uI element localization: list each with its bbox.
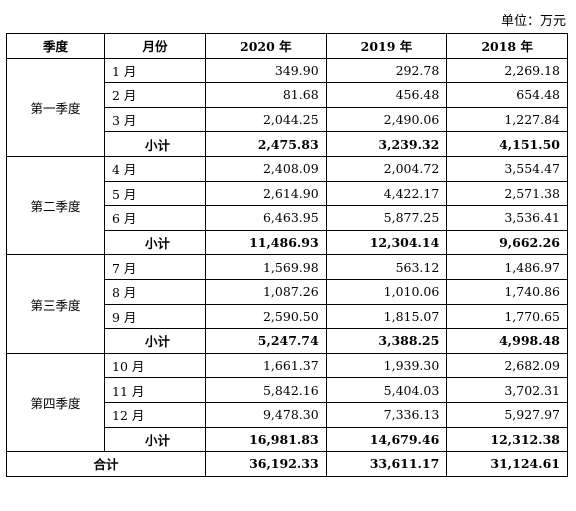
subtotal-2020: 2,475.83: [205, 131, 327, 157]
value-2019: 563.12: [325, 254, 448, 280]
month-label: 2 月: [104, 82, 206, 108]
month-label: 10 月: [104, 352, 206, 379]
value-2019: 7,336.13: [325, 401, 448, 428]
value-2018: 1,227.84: [446, 106, 568, 133]
table-row: 12 月 9,478.30 7,336.13 5,927.97: [7, 401, 568, 428]
subtotal-label: 小计: [104, 426, 206, 453]
value-2018: 1,486.97: [446, 254, 568, 280]
subtotal-2020: 11,486.93: [205, 229, 327, 256]
value-2018: 3,536.41: [446, 205, 568, 231]
total-label: 合计: [6, 451, 206, 477]
subtotal-row: 小计 11,486.93 12,304.14 9,662.26: [7, 229, 568, 256]
value-2019: 456.48: [325, 82, 448, 108]
month-label: 12 月: [104, 401, 206, 428]
table-row: 6 月 6,463.95 5,877.25 3,536.41: [7, 205, 568, 231]
subtotal-label: 小计: [104, 229, 206, 256]
value-2020: 2,590.50: [205, 303, 327, 330]
value-2019: 1,939.30: [325, 352, 448, 379]
quarter-label: 第三季度: [6, 254, 105, 354]
table-row: 第三季度 7 月 1,569.98 563.12 1,486.97: [6, 254, 568, 354]
value-2018: 1,770.65: [446, 303, 568, 330]
value-2018: 1,740.86: [446, 278, 568, 305]
subtotal-row: 小计 16,981.83 14,679.46 12,312.38: [7, 426, 568, 453]
header-month: 月份: [104, 33, 206, 59]
total-row: 合计 36,192.33 33,611.17 31,124.61: [6, 451, 568, 477]
table-row: 3 月 2,044.25 2,490.06 1,227.84: [7, 106, 568, 133]
quarter-label: 第二季度: [6, 155, 105, 256]
month-label: 1 月: [104, 57, 206, 84]
quarter-label: 第一季度: [6, 57, 105, 157]
total-2018: 31,124.61: [446, 451, 568, 477]
subtotal-2018: 4,151.50: [446, 131, 568, 157]
month-label: 6 月: [104, 205, 206, 231]
month-label: 7 月: [104, 254, 206, 280]
month-label: 11 月: [104, 377, 206, 403]
value-2020: 5,842.16: [205, 377, 327, 403]
table-row: 2 月 81.68 456.48 654.48: [7, 82, 568, 108]
value-2020: 9,478.30: [205, 401, 327, 428]
value-2019: 2,004.72: [325, 155, 448, 182]
table-row: 9 月 2,590.50 1,815.07 1,770.65: [7, 303, 568, 330]
subtotal-2018: 12,312.38: [446, 426, 568, 453]
value-2020: 1,569.98: [205, 254, 327, 280]
subtotal-2020: 16,981.83: [205, 426, 327, 453]
table-row: 第一季度 1 月 349.90 292.78 2,269.18: [6, 57, 568, 157]
value-2019: 292.78: [325, 57, 448, 84]
subtotal-row: 小计 2,475.83 3,239.32 4,151.50: [7, 131, 568, 157]
table-row: 第二季度 4 月 2,408.09 2,004.72 3,554.47: [6, 155, 568, 256]
value-2020: 81.68: [205, 82, 327, 108]
subtotal-label: 小计: [104, 131, 206, 157]
quarterly-revenue-table: 季度 月份 2020 年 2019 年 2018 年 第一季度 1 月 349.…: [6, 33, 568, 477]
value-2020: 6,463.95: [205, 205, 327, 231]
table-row: 5 月 2,614.90 4,422.17 2,571.38: [7, 180, 568, 207]
value-2019: 5,404.03: [325, 377, 448, 403]
value-2018: 2,571.38: [446, 180, 568, 207]
value-2018: 2,269.18: [446, 57, 568, 84]
subtotal-2018: 4,998.48: [446, 328, 568, 354]
month-label: 8 月: [104, 278, 206, 305]
month-label: 4 月: [104, 155, 206, 182]
value-2018: 3,702.31: [446, 377, 568, 403]
value-2019: 1,815.07: [325, 303, 448, 330]
value-2020: 1,661.37: [205, 352, 327, 379]
month-label: 5 月: [104, 180, 206, 207]
header-2018: 2018 年: [446, 33, 568, 59]
value-2018: 2,682.09: [446, 352, 568, 379]
value-2020: 349.90: [205, 57, 327, 84]
subtotal-2019: 3,239.32: [325, 131, 448, 157]
month-label: 3 月: [104, 106, 206, 133]
total-2019: 33,611.17: [325, 451, 448, 477]
value-2020: 2,044.25: [205, 106, 327, 133]
quarter-label: 第四季度: [6, 352, 105, 453]
unit-label: 单位：万元: [500, 14, 566, 29]
header-row: 季度 月份 2020 年 2019 年 2018 年: [6, 33, 568, 59]
value-2020: 2,408.09: [205, 155, 327, 182]
value-2019: 2,490.06: [325, 106, 448, 133]
header-2019: 2019 年: [325, 33, 448, 59]
value-2019: 5,877.25: [325, 205, 448, 231]
month-label: 9 月: [104, 303, 206, 330]
subtotal-2018: 9,662.26: [446, 229, 568, 256]
value-2019: 4,422.17: [325, 180, 448, 207]
value-2019: 1,010.06: [325, 278, 448, 305]
subtotal-label: 小计: [104, 328, 206, 354]
value-2018: 3,554.47: [446, 155, 568, 182]
value-2020: 2,614.90: [205, 180, 327, 207]
value-2018: 654.48: [446, 82, 568, 108]
header-season: 季度: [6, 33, 105, 59]
header-2020: 2020 年: [205, 33, 327, 59]
value-2018: 5,927.97: [446, 401, 568, 428]
table-row: 第四季度 10 月 1,661.37 1,939.30 2,682.09: [6, 352, 568, 453]
value-2020: 1,087.26: [205, 278, 327, 305]
subtotal-2020: 5,247.74: [205, 328, 327, 354]
table-row: 8 月 1,087.26 1,010.06 1,740.86: [7, 278, 568, 305]
subtotal-2019: 12,304.14: [325, 229, 448, 256]
subtotal-2019: 3,388.25: [325, 328, 448, 354]
total-2020: 36,192.33: [205, 451, 327, 477]
subtotal-2019: 14,679.46: [325, 426, 448, 453]
